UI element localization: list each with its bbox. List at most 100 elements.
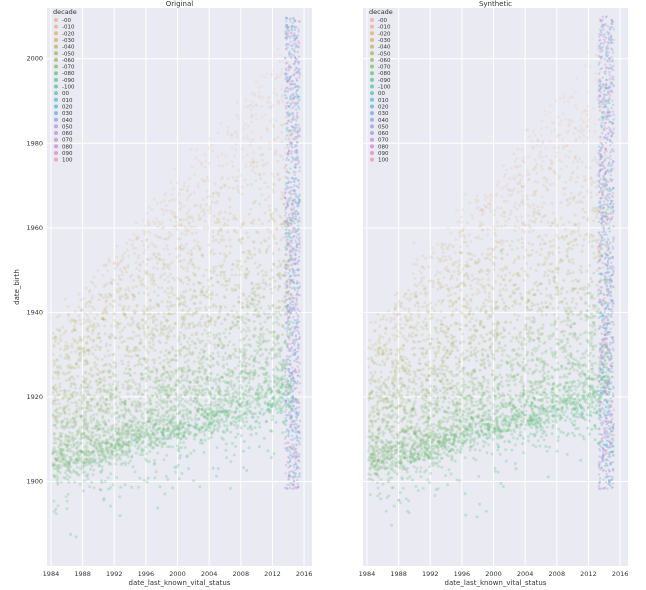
original-point <box>166 477 170 481</box>
original-point <box>115 423 118 427</box>
original-point <box>189 192 192 196</box>
original-point <box>91 345 95 349</box>
original-point <box>104 263 108 267</box>
original-point <box>97 421 101 425</box>
original-point <box>114 462 118 466</box>
original-point <box>267 236 271 240</box>
original-point <box>115 394 118 398</box>
original-point <box>173 311 177 315</box>
original-point <box>201 339 205 343</box>
original-point <box>261 395 265 399</box>
original-point <box>218 310 222 314</box>
original-point <box>248 385 252 389</box>
original-point <box>181 397 184 401</box>
original-point <box>199 438 203 442</box>
original-point <box>126 387 130 391</box>
original-point <box>180 243 183 247</box>
original-point <box>120 445 124 449</box>
original-point <box>200 348 204 352</box>
original-point <box>107 487 110 491</box>
original-point <box>103 421 107 425</box>
original-point <box>249 113 253 117</box>
original-point <box>135 303 139 307</box>
original-point <box>197 417 201 421</box>
original-point <box>74 362 78 366</box>
original-point <box>186 368 190 372</box>
original-point <box>153 233 157 237</box>
original-point <box>218 252 222 255</box>
original-point <box>198 441 202 445</box>
original-point <box>196 427 200 430</box>
original-point <box>262 332 265 336</box>
original-point <box>182 333 186 337</box>
original-point <box>126 442 130 446</box>
original-point <box>109 332 113 336</box>
original-point <box>274 381 278 385</box>
original-point <box>60 448 64 452</box>
original-point <box>253 261 257 265</box>
original-point <box>68 320 72 324</box>
original-point <box>210 200 214 204</box>
original-point <box>258 354 262 358</box>
original-point <box>259 386 263 390</box>
original-point <box>180 403 184 407</box>
original-point <box>290 253 294 257</box>
original-point <box>280 378 284 382</box>
original-point <box>297 370 301 374</box>
original-point <box>131 432 135 436</box>
original-point <box>253 92 257 96</box>
original-point <box>245 400 249 404</box>
original-point <box>69 318 73 322</box>
original-point <box>236 399 240 402</box>
original-point <box>159 430 163 434</box>
original-point <box>238 273 242 277</box>
original-point <box>67 439 71 443</box>
original-point <box>280 409 284 413</box>
original-point <box>164 376 168 380</box>
original-point <box>223 273 226 277</box>
original-point <box>52 359 56 363</box>
original-point <box>121 431 125 435</box>
original-point <box>70 350 73 354</box>
original-point <box>63 356 67 360</box>
original-point <box>270 118 274 122</box>
original-point <box>96 367 100 371</box>
original-point <box>173 466 177 469</box>
original-point <box>277 248 281 251</box>
original-point <box>85 407 89 411</box>
original-point <box>151 273 155 276</box>
original-point <box>103 354 107 358</box>
original-point <box>158 333 162 337</box>
original-point <box>287 430 290 433</box>
original-point <box>53 383 57 387</box>
original-point <box>288 342 291 346</box>
original-point <box>172 224 176 228</box>
original-point <box>204 407 208 411</box>
original-point <box>168 350 172 354</box>
original-point <box>81 419 85 423</box>
original-point <box>209 276 213 280</box>
original-point <box>205 377 209 381</box>
original-point <box>258 250 262 254</box>
original-point <box>163 391 167 395</box>
original-point <box>136 422 140 425</box>
original-point <box>157 236 161 240</box>
original-point <box>52 387 56 390</box>
original-point <box>222 331 226 335</box>
original-point <box>263 75 267 79</box>
original-point <box>140 414 144 418</box>
original-point <box>64 340 68 344</box>
original-point <box>166 300 170 304</box>
original-point <box>212 336 216 340</box>
original-point <box>107 461 111 465</box>
original-point <box>121 432 125 436</box>
original-point <box>286 265 290 269</box>
original-point <box>237 379 241 383</box>
original-point <box>256 265 260 269</box>
original-point <box>232 453 236 457</box>
original-point <box>164 327 168 331</box>
original-point <box>65 499 69 503</box>
original-point <box>275 400 279 404</box>
original-point <box>125 270 128 274</box>
original-point <box>202 355 205 359</box>
